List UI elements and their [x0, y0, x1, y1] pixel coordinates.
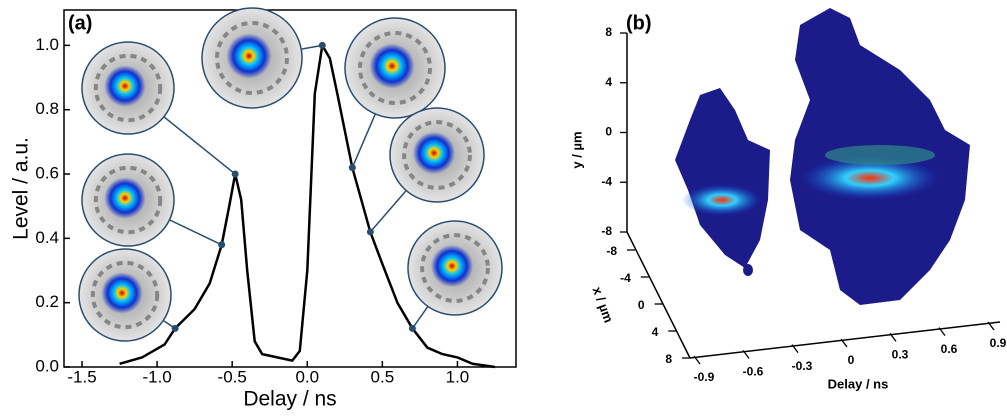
x-tick: [987, 321, 995, 331]
x-tick: [791, 344, 799, 354]
z-tick-label: 0: [605, 125, 612, 139]
inset-spot: [104, 65, 146, 107]
inset-spot: [104, 177, 146, 219]
x-tick-label: -0.9: [694, 370, 715, 384]
panel-label: (b): [626, 12, 652, 34]
inset-ring: [402, 120, 472, 190]
y-axis-label: x / µm: [590, 285, 617, 325]
x-tick: [840, 338, 848, 348]
x-axis-label: Delay / ns: [243, 388, 336, 411]
inset-ring: [93, 53, 163, 123]
x-tick-label: -1.0: [142, 367, 171, 386]
y-tick-label: 4: [652, 325, 659, 339]
y-tick-label: 0.4: [35, 228, 59, 247]
z-tick-label: -4: [601, 174, 612, 188]
x-tick-label: -0.6: [743, 365, 764, 379]
marker: [171, 324, 179, 332]
x-tick-label: 1.0: [446, 367, 470, 386]
marker: [408, 324, 416, 332]
inset-ring: [420, 233, 490, 303]
marker: [218, 241, 226, 249]
inset-spot: [226, 33, 272, 79]
marker: [231, 170, 239, 178]
y-tick-label: 0.6: [35, 164, 59, 183]
x-axis-label: Delay / ns: [828, 376, 889, 391]
x-axis: [689, 321, 1001, 359]
inset-ring: [215, 21, 289, 95]
marker: [318, 41, 326, 49]
y-tick-label: -8: [606, 244, 617, 258]
inset-spot: [101, 272, 143, 314]
z-axis-label: y / µm: [569, 131, 584, 168]
x-tick-label: 0.5: [371, 367, 395, 386]
y-tick-label: 1.0: [35, 35, 59, 54]
y-tick-label: 0: [638, 298, 645, 312]
z-tick-label: -8: [601, 224, 612, 238]
x-tick-label: 0.3: [892, 348, 909, 362]
y-tick-label: 0.8: [35, 99, 59, 118]
inset-ring: [358, 31, 432, 105]
y-tick-label: -4: [620, 271, 631, 285]
inset-spot: [369, 43, 415, 89]
x-tick: [693, 355, 701, 365]
panel-label: (a): [68, 12, 92, 34]
x-tick-label: 0.0: [295, 367, 319, 386]
y-tick-label: 0.0: [35, 356, 59, 375]
y-tick-label: 8: [665, 352, 672, 366]
volume-render: [675, 8, 970, 305]
z-tick-label: 4: [605, 75, 612, 89]
x-tick-label: -0.5: [218, 367, 247, 386]
x-tick: [889, 332, 897, 342]
x-tick: [938, 327, 946, 337]
x-tick-label: 0.6: [941, 342, 958, 356]
plot-frame: [63, 9, 517, 368]
x-tick: [742, 349, 750, 359]
y-tick-label: 0.2: [35, 292, 59, 311]
y-axis: [626, 231, 691, 359]
x-tick-label: 0.9: [990, 336, 1007, 350]
inset-ring: [90, 260, 160, 330]
y-axis-label: Level / a.u.: [10, 137, 33, 240]
marker: [348, 164, 356, 172]
x-tick-label: -0.3: [792, 359, 813, 373]
z-tick-label: 8: [605, 25, 612, 39]
x-tick-label: -1.5: [67, 367, 96, 386]
inset-ring: [93, 165, 163, 235]
x-tick-label: 0: [848, 353, 855, 367]
inset-spot: [430, 244, 474, 288]
inset-spot: [412, 131, 456, 175]
marker: [366, 228, 374, 236]
